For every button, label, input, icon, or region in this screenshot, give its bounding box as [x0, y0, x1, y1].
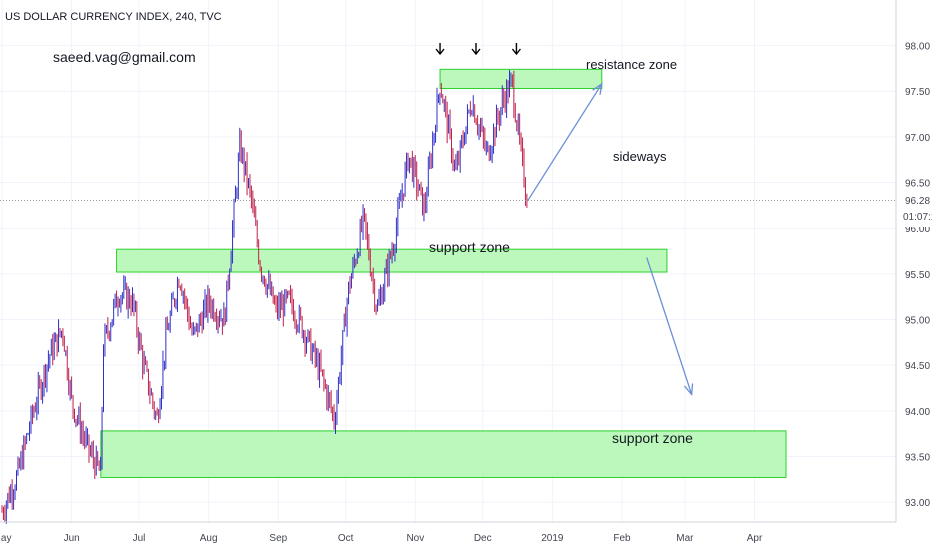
y-tick-label-6: 96.00 [905, 224, 930, 235]
x-tick-label-8: 2019 [541, 533, 564, 544]
price-axis[interactable]: 93.00 93.50 94.00 94.50 95.00 95.50 96.00 96.50… [905, 42, 930, 510]
y-tick-label-0: 93.00 [905, 498, 930, 509]
trend-arrowhead-0 [592, 82, 603, 95]
y-tick-label-3: 94.50 [905, 361, 930, 372]
x-tick-label-5: Oct [338, 533, 354, 544]
peak-marker-arrowhead-1 [471, 48, 481, 56]
resistance-zone-label[interactable]: resistance zone [586, 57, 677, 72]
support-zone-upper-label[interactable]: support zone [429, 239, 510, 255]
trend-arrow-0 [527, 83, 603, 202]
candles [1, 69, 528, 524]
x-tick-label-0: May [0, 533, 11, 544]
trend-arrowhead-1 [683, 383, 694, 396]
peak-marker-arrowhead-2 [511, 48, 521, 56]
y-tick-label-2: 94.00 [905, 407, 930, 418]
x-tick-label-11: Apr [747, 533, 763, 544]
y-tick-label-10: 98.00 [905, 42, 930, 53]
last-price-badge [897, 191, 932, 227]
sideways-label[interactable]: sideways [613, 149, 667, 164]
last-price-label: 96.28 [905, 196, 930, 207]
y-tick-label-9: 97.50 [905, 87, 930, 98]
x-tick-label-7: Dec [474, 533, 492, 544]
support-zone-lower-label[interactable]: support zone [612, 430, 693, 446]
y-tick-label-4: 95.00 [905, 316, 930, 327]
x-tick-label-6: Nov [406, 533, 424, 544]
y-tick-label-1: 93.50 [905, 452, 930, 463]
zone-rect-2 [100, 430, 787, 478]
y-tick-label-8: 97.00 [905, 133, 930, 144]
chart-title: US DOLLAR CURRENCY INDEX, 240, TVC [5, 11, 222, 23]
y-tick-label-7: 96.50 [905, 179, 930, 190]
y-tick-label-5: 95.50 [905, 270, 930, 281]
x-tick-label-1: Jun [64, 533, 80, 544]
x-tick-label-10: Mar [676, 533, 694, 544]
x-tick-label-9: Feb [613, 533, 631, 544]
x-tick-label-3: Aug [200, 533, 218, 544]
countdown-label: 01:07:1 [903, 212, 932, 223]
x-tick-label-2: Jul [133, 533, 146, 544]
x-tick-label-4: Sep [269, 533, 287, 544]
overlays [435, 43, 694, 396]
peak-marker-arrowhead-0 [435, 48, 445, 56]
trend-arrow-1 [646, 257, 693, 395]
time-axis[interactable]: May Jun Jul Aug Sep Oct Nov Dec 2019 Feb Mar Apr [0, 533, 763, 544]
email-annotation[interactable]: saeed.vag@gmail.com [53, 49, 196, 65]
zone-rect-0 [439, 68, 603, 89]
